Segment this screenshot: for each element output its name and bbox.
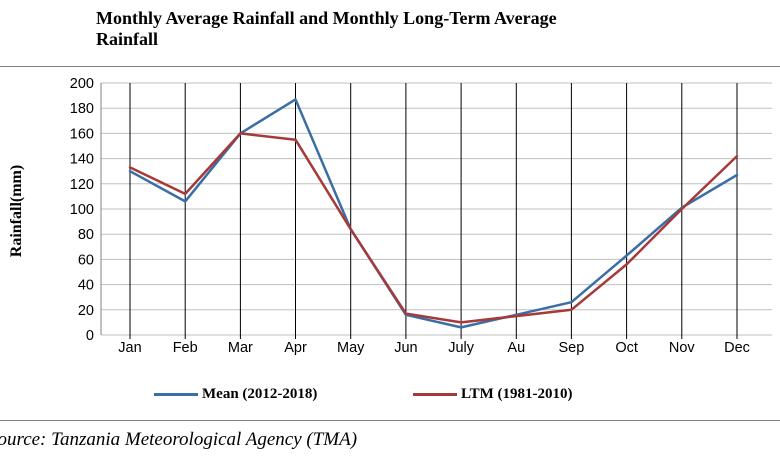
svg-text:180: 180 — [70, 101, 94, 117]
svg-text:July: July — [448, 340, 475, 356]
svg-text:Jun: Jun — [394, 340, 417, 356]
svg-text:Sep: Sep — [558, 340, 584, 356]
svg-text:80: 80 — [78, 227, 94, 243]
svg-text:Mar: Mar — [228, 340, 253, 356]
svg-text:100: 100 — [70, 202, 94, 218]
svg-text:Dec: Dec — [724, 340, 750, 356]
svg-text:20: 20 — [78, 303, 94, 319]
svg-text:Jan: Jan — [118, 340, 141, 356]
svg-text:May: May — [337, 340, 365, 356]
svg-text:60: 60 — [78, 252, 94, 268]
svg-text:160: 160 — [70, 126, 94, 142]
svg-text:40: 40 — [78, 278, 94, 294]
svg-text:200: 200 — [70, 76, 94, 92]
svg-text:0: 0 — [86, 328, 94, 344]
svg-text:Au: Au — [507, 340, 525, 356]
svg-text:Nov: Nov — [669, 340, 696, 356]
svg-text:Apr: Apr — [284, 340, 307, 356]
svg-text:Feb: Feb — [173, 340, 198, 356]
svg-text:Oct: Oct — [615, 340, 638, 356]
svg-text:120: 120 — [70, 177, 94, 193]
svg-text:140: 140 — [70, 152, 94, 168]
